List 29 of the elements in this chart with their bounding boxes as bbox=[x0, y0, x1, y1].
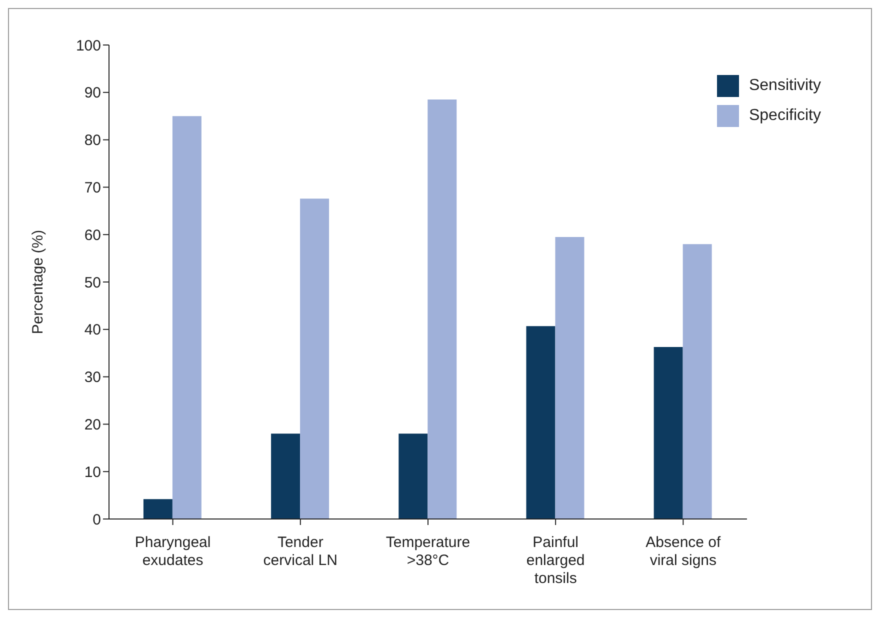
x-tick-label: Tender cervical LN bbox=[263, 534, 338, 569]
y-tick-label: 70 bbox=[84, 180, 101, 197]
bar bbox=[172, 116, 202, 519]
x-tick-label: Painful enlarged tonsils bbox=[526, 534, 585, 587]
bar bbox=[526, 326, 556, 519]
bar bbox=[300, 198, 330, 519]
y-tick-label: 20 bbox=[84, 416, 101, 434]
bar bbox=[398, 434, 428, 519]
y-tick-label: 50 bbox=[84, 274, 101, 292]
bar bbox=[555, 236, 584, 519]
bar bbox=[654, 346, 683, 519]
y-tick-label: 60 bbox=[84, 226, 101, 244]
y-tick-label: 90 bbox=[84, 84, 101, 102]
bar bbox=[428, 100, 457, 519]
y-axis-title: Percentage (%) bbox=[29, 230, 46, 334]
bar bbox=[682, 244, 712, 519]
y-tick-label: 10 bbox=[84, 464, 101, 481]
legend-label: Sensitivity bbox=[748, 77, 821, 94]
legend-label: Specificity bbox=[748, 107, 821, 124]
y-tick-label: 80 bbox=[84, 132, 101, 150]
x-tick-label: Pharyngeal exudates bbox=[134, 534, 211, 569]
x-tick-label: Absence of viral signs bbox=[646, 534, 722, 569]
y-tick-label: 100 bbox=[76, 37, 101, 54]
y-tick-label: 0 bbox=[92, 511, 101, 528]
y-tick-label: 30 bbox=[84, 369, 101, 386]
x-tick-label: Temperature >38°C bbox=[386, 534, 470, 569]
y-tick-label: 40 bbox=[84, 322, 101, 339]
bar bbox=[271, 434, 300, 519]
bar bbox=[143, 499, 172, 519]
